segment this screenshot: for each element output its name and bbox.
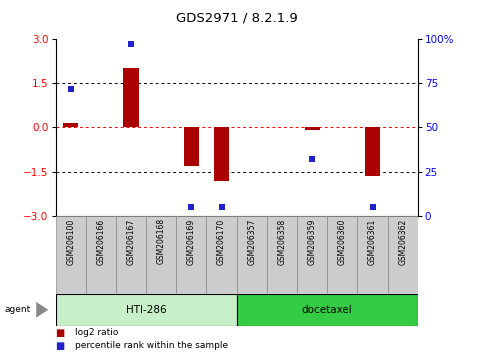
Bar <box>327 216 357 294</box>
Bar <box>357 216 388 294</box>
Bar <box>176 216 207 294</box>
Text: GSM206169: GSM206169 <box>187 218 196 264</box>
Point <box>67 86 74 91</box>
Text: docetaxel: docetaxel <box>302 305 353 315</box>
Text: GSM206358: GSM206358 <box>277 218 286 264</box>
Bar <box>297 216 327 294</box>
Bar <box>56 216 86 294</box>
Text: GSM206166: GSM206166 <box>96 218 105 264</box>
Text: GSM206167: GSM206167 <box>127 218 136 264</box>
Text: GSM206100: GSM206100 <box>66 218 75 264</box>
Bar <box>184 127 199 166</box>
Text: ■: ■ <box>56 328 65 338</box>
Text: GSM206170: GSM206170 <box>217 218 226 264</box>
Bar <box>146 216 176 294</box>
Text: GSM206357: GSM206357 <box>247 218 256 265</box>
Text: GSM206359: GSM206359 <box>308 218 317 265</box>
Bar <box>116 216 146 294</box>
Text: log2 ratio: log2 ratio <box>75 328 118 337</box>
Text: GSM206168: GSM206168 <box>156 218 166 264</box>
Text: ■: ■ <box>56 341 65 350</box>
Bar <box>365 127 380 176</box>
Bar <box>63 123 78 127</box>
Point <box>218 204 226 210</box>
Bar <box>305 127 320 130</box>
Bar <box>237 294 418 326</box>
Text: GSM206362: GSM206362 <box>398 218 407 264</box>
Text: agent: agent <box>5 305 31 314</box>
Point <box>187 204 195 210</box>
Bar <box>214 127 229 181</box>
Bar <box>56 294 237 326</box>
Bar <box>267 216 297 294</box>
Text: GDS2971 / 8.2.1.9: GDS2971 / 8.2.1.9 <box>176 12 298 25</box>
Text: HTI-286: HTI-286 <box>126 305 167 315</box>
Text: GSM206360: GSM206360 <box>338 218 347 265</box>
Point <box>127 41 135 47</box>
Bar <box>237 216 267 294</box>
Text: percentile rank within the sample: percentile rank within the sample <box>75 341 228 350</box>
Point <box>308 156 316 162</box>
Bar <box>207 216 237 294</box>
Text: GSM206361: GSM206361 <box>368 218 377 264</box>
Bar <box>124 68 139 127</box>
Point <box>369 204 376 210</box>
Bar <box>388 216 418 294</box>
Bar <box>86 216 116 294</box>
